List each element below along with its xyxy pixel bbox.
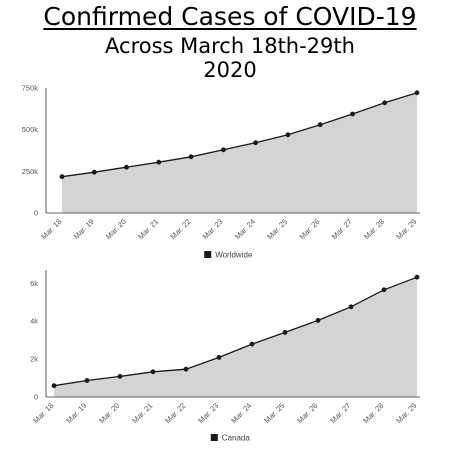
canada-data-point [150,369,156,375]
canada-x-tick-label: Mar. 27 [328,401,352,425]
canada-series-line [53,276,418,387]
worldwide-legend-label: Worldwide [215,251,253,260]
canada-x-tick-label: Mar. 29 [394,401,418,425]
worldwide-y-tick-label: 750k [22,84,39,93]
canada-x-tick-label: Mar. 24 [229,401,253,425]
canada-x-tick-label: Mar. 18 [31,401,55,425]
canada-x-tick-label: Mar. 26 [295,401,319,425]
canada-x-tick-label: Mar. 22 [163,401,187,425]
canada-area [54,277,417,397]
canada-x-tick-label: Mar. 21 [130,401,154,425]
worldwide-x-tick-label: Mar. 23 [201,217,225,241]
canada-x-tick-label: Mar. 23 [196,401,220,425]
title-block: Confirmed Cases of COVID-19 Across March… [0,0,460,82]
chart-title: Confirmed Cases of COVID-19 [43,2,417,31]
worldwide-data-point [317,122,323,128]
canada-data-point [84,378,90,383]
worldwide-data-point [156,159,162,165]
worldwide-x-tick-label: Mar. 22 [168,217,192,241]
canada-data-point [117,374,123,379]
worldwide-x-tick-label: Mar. 29 [394,217,418,241]
canada-x-tick-label: Mar. 28 [361,401,385,425]
canada-x-tick-label: Mar. 25 [262,401,286,425]
worldwide-data-point [350,111,355,117]
worldwide-data-point [253,140,258,146]
canada-x-tick-label: Mar. 20 [97,401,121,425]
worldwide-x-tick-label: Mar. 21 [136,217,160,241]
worldwide-x-tick-label: Mar. 26 [298,217,322,241]
worldwide-legend-swatch [204,251,212,258]
canada-data-point [183,366,189,372]
worldwide-x-tick-label: Mar. 18 [39,217,63,241]
chart-subtitle: Across March 18th-29th [105,34,355,58]
worldwide-x-tick-label: Mar. 27 [330,217,354,241]
worldwide-data-point [285,132,291,138]
worldwide-data-point [382,100,388,106]
worldwide-data-point [124,164,129,170]
canada-x-tick-label: Mar. 19 [64,401,88,425]
canada-legend-label: Canada [222,434,251,443]
worldwide-x-tick-label: Mar. 28 [362,217,386,241]
canada-y-tick-label: 6k [30,279,38,288]
canada-y-tick-label: 4k [30,317,38,326]
worldwide-x-tick-label: Mar. 20 [104,217,128,241]
canada-data-point [414,274,420,280]
canada-data-point [381,287,387,293]
canada-y-tick-label: 0 [34,393,38,402]
worldwide-area [62,92,417,213]
canada-data-point [249,341,255,347]
worldwide-data-point [91,169,97,175]
worldwide-data-point [414,90,420,96]
canada-data-point [51,383,57,389]
worldwide-chart: 0 250k 500k 750k Mar. 18 Mar. 19 Mar. 20 Mar. 2… [22,84,420,260]
canada-data-point [282,330,288,335]
canada-legend-swatch [210,434,218,441]
worldwide-y-tick-label: 250k [22,167,39,176]
worldwide-series-line [61,92,418,178]
canada-y-tick-label: 2k [30,355,38,364]
canada-data-point [348,304,354,310]
canada-data-point [216,355,222,360]
worldwide-data-point [188,154,194,160]
canada-chart: 0 2k 4k 6k Mar. 18 Mar. 19 Mar. 20 Mar. 21 Mar. … [30,270,420,443]
worldwide-x-tick-label: Mar. 19 [72,217,96,241]
canada-data-point [315,318,321,323]
worldwide-y-tick-label: 0 [34,209,38,218]
worldwide-x-tick-label: Mar. 25 [265,217,289,241]
worldwide-y-tick-label: 500k [22,125,39,134]
chart-year: 2020 [203,58,257,82]
worldwide-data-point [221,147,226,153]
worldwide-x-tick-label: Mar. 24 [233,217,257,241]
worldwide-data-point [59,174,65,180]
